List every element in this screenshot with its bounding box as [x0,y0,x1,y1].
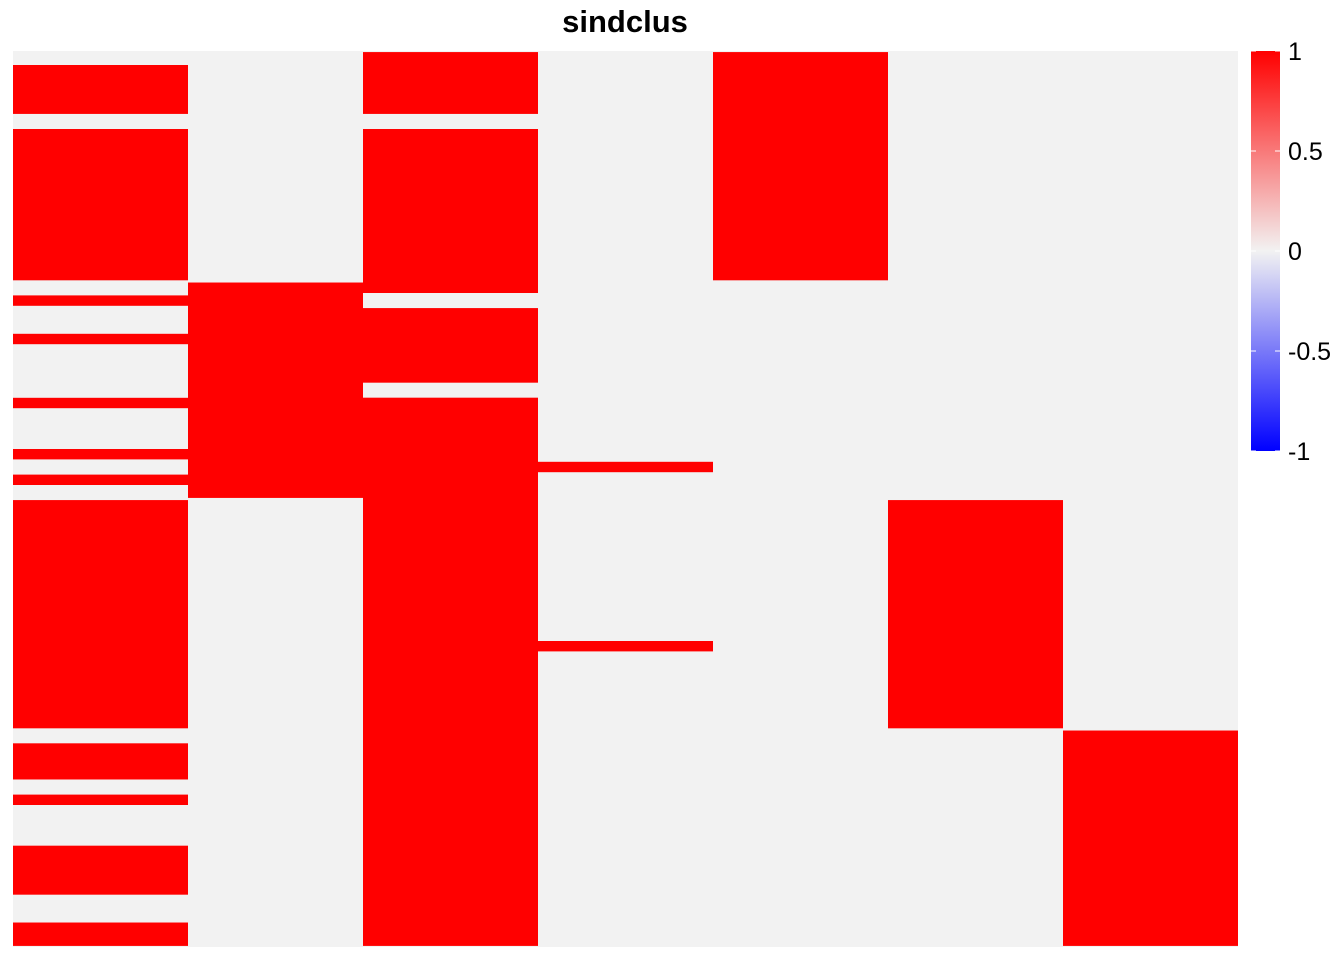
heatmap-cell [538,641,713,652]
legend-tick-label: 0 [1288,238,1302,266]
heatmap-block [713,52,888,281]
heatmap-cell [13,333,188,345]
heatmap-block [13,743,188,780]
heatmap-block [1063,730,1238,946]
heatmap-cell [13,794,188,805]
legend-tick-label: 1 [1288,38,1302,66]
heatmap-block [188,282,363,498]
heatmap-block [13,65,188,114]
heatmap-block [13,922,188,946]
color-legend-ticks: 1 0.5 0 -0.5 -1 [1251,38,1331,466]
heatmap-cell [13,449,188,460]
heatmap-cell [13,474,188,485]
heatmap-block [363,308,538,383]
chart-title: sindclus [562,4,688,39]
heatmap-block [13,129,188,281]
heatmap-cell [13,397,188,409]
heatmap-cell [13,295,188,306]
heatmap-block [888,500,1063,729]
legend-tick-label: 0.5 [1288,138,1323,166]
heatmap-block [13,500,188,729]
legend-tick-label: -0.5 [1288,338,1331,366]
heatmap-body [13,51,1238,947]
legend-tick-label: -1 [1288,438,1310,466]
color-legend: 1 0.5 0 -0.5 -1 [1251,38,1331,466]
heatmap-block [363,129,538,293]
heatmap-block [363,52,538,114]
heatmap-cell [538,461,713,473]
heatmap-block [13,845,188,895]
heatmap-background [13,51,1238,947]
heatmap-block [363,397,538,946]
